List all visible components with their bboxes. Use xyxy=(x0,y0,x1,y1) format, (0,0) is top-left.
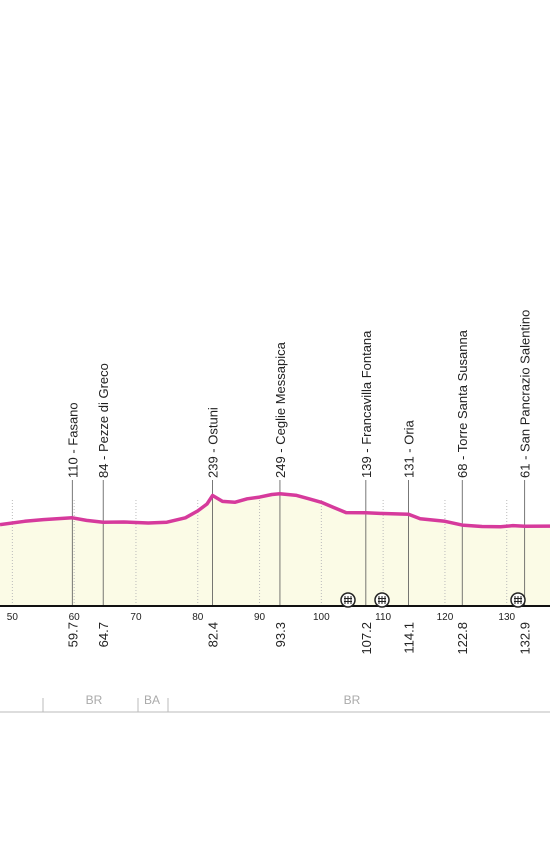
x-tick-label: 50 xyxy=(7,612,19,623)
route-icon xyxy=(374,592,390,608)
province-label: BR xyxy=(86,693,103,707)
icon-glyph xyxy=(378,596,386,604)
x-tick-label: 130 xyxy=(498,612,515,623)
route-icon xyxy=(510,592,526,608)
place-km: 132.9 xyxy=(518,622,533,655)
place-label: 239 - Ostuni xyxy=(206,407,221,478)
icon-glyph xyxy=(344,596,352,604)
x-tick-label: 80 xyxy=(192,612,204,623)
place-label: 61 - San Pancrazio Salentino xyxy=(518,310,533,478)
profile-area xyxy=(0,493,550,606)
place-label: 131 - Oria xyxy=(401,419,416,478)
place-label: 110 - Fasano xyxy=(65,402,80,478)
x-tick-label: 100 xyxy=(313,612,330,623)
place-km: 82.4 xyxy=(206,622,221,647)
x-tick-label: 60 xyxy=(69,612,81,623)
place-km: 64.7 xyxy=(96,622,111,647)
profile-line xyxy=(0,492,550,529)
icon-glyph xyxy=(514,596,522,604)
x-tick-label: 110 xyxy=(375,612,391,623)
place-km: 114.1 xyxy=(401,622,416,654)
province-label: BR xyxy=(344,693,361,707)
province-band: BR BA BR xyxy=(0,693,550,713)
place-km: 93.3 xyxy=(273,622,288,647)
place-label: 68 - Torre Santa Susanna xyxy=(455,329,470,478)
place-label: 84 - Pezze di Greco xyxy=(96,363,111,478)
place-label: 139 - Francavilla Fontana xyxy=(359,330,374,478)
place-km: 59.7 xyxy=(65,622,80,647)
place-km: 122.8 xyxy=(455,622,470,655)
x-tick-label: 70 xyxy=(130,612,142,623)
x-tick-label: 90 xyxy=(254,612,266,623)
place-label: 249 - Ceglie Messapica xyxy=(273,341,288,478)
x-tick-label: 120 xyxy=(437,612,454,623)
route-icon xyxy=(340,592,356,608)
place-km: 107.2 xyxy=(359,622,374,655)
province-label: BA xyxy=(144,693,160,707)
